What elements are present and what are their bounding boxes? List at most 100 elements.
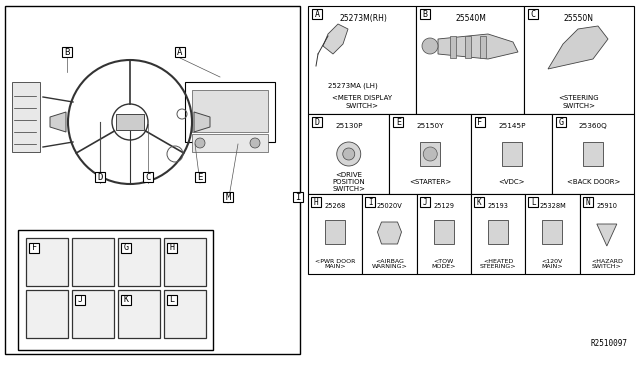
Bar — [394, 117, 403, 127]
Text: 25273MA (LH): 25273MA (LH) — [328, 83, 378, 89]
Text: G: G — [559, 118, 564, 126]
Bar — [118, 290, 160, 338]
Bar — [420, 142, 440, 166]
Bar — [543, 220, 563, 244]
Text: 25150Y: 25150Y — [417, 123, 444, 129]
Text: K: K — [124, 295, 129, 305]
Bar — [223, 192, 233, 202]
Circle shape — [422, 38, 438, 54]
Text: F: F — [31, 244, 36, 253]
Text: 25145P: 25145P — [498, 123, 525, 129]
Bar — [95, 172, 105, 182]
Bar — [465, 36, 471, 58]
Bar — [121, 295, 131, 305]
Bar — [308, 114, 390, 194]
Polygon shape — [12, 62, 295, 192]
Bar — [474, 197, 484, 207]
Bar — [416, 6, 524, 114]
Bar — [434, 220, 454, 244]
Bar — [195, 172, 205, 182]
Polygon shape — [116, 114, 144, 130]
Polygon shape — [194, 112, 210, 132]
Polygon shape — [438, 34, 518, 59]
Bar — [308, 194, 362, 274]
Text: C: C — [531, 10, 536, 19]
Text: I: I — [295, 192, 301, 202]
Text: 25550N: 25550N — [564, 13, 594, 22]
Bar — [529, 197, 538, 207]
Bar — [312, 117, 322, 127]
Bar — [175, 47, 185, 57]
Text: A: A — [314, 10, 319, 19]
Text: G: G — [124, 244, 129, 253]
Text: <STEERING
SWITCH>: <STEERING SWITCH> — [559, 95, 599, 109]
Bar — [308, 6, 416, 114]
Text: <BACK DOOR>: <BACK DOOR> — [566, 179, 620, 185]
Bar — [118, 238, 160, 286]
Text: H: H — [170, 244, 175, 253]
Bar — [192, 90, 268, 132]
Bar — [475, 117, 485, 127]
Bar — [164, 238, 206, 286]
Text: I: I — [368, 198, 372, 206]
Bar — [29, 243, 39, 253]
Text: E: E — [396, 118, 401, 126]
Text: 25273M(RH): 25273M(RH) — [339, 13, 387, 22]
Text: 25328M: 25328M — [539, 203, 566, 209]
Text: N: N — [586, 198, 590, 206]
Bar — [580, 194, 634, 274]
Bar — [525, 194, 580, 274]
Text: <STARTER>: <STARTER> — [409, 179, 451, 185]
Bar — [365, 197, 375, 207]
Text: F: F — [477, 118, 483, 126]
Bar — [420, 9, 430, 19]
Bar — [471, 194, 525, 274]
Text: A: A — [177, 48, 182, 57]
Text: 25910: 25910 — [596, 203, 618, 209]
Text: B: B — [64, 48, 70, 57]
Text: R2510097: R2510097 — [591, 339, 628, 348]
Text: <120V
MAIN>: <120V MAIN> — [541, 259, 563, 269]
Text: B: B — [422, 10, 428, 19]
Bar — [480, 36, 486, 58]
Text: J: J — [422, 198, 427, 206]
Circle shape — [250, 138, 260, 148]
Bar — [552, 114, 634, 194]
Text: D: D — [314, 118, 319, 126]
Text: <METER DISPLAY
SWITCH>: <METER DISPLAY SWITCH> — [332, 95, 392, 109]
Circle shape — [337, 142, 361, 166]
Text: H: H — [314, 198, 318, 206]
Polygon shape — [323, 24, 348, 54]
Bar — [121, 243, 131, 253]
Bar — [167, 243, 177, 253]
Text: D: D — [97, 173, 102, 182]
Text: <HEATED
STEERING>: <HEATED STEERING> — [480, 259, 516, 269]
Bar — [5, 6, 300, 354]
Bar — [362, 194, 417, 274]
Text: <VDC>: <VDC> — [499, 179, 525, 185]
Text: 25268: 25268 — [324, 203, 346, 209]
Bar — [420, 197, 429, 207]
Text: <AIRBAG
WARNING>: <AIRBAG WARNING> — [372, 259, 408, 269]
Text: 25129: 25129 — [433, 203, 454, 209]
Bar — [62, 47, 72, 57]
Text: C: C — [145, 173, 150, 182]
Circle shape — [423, 147, 437, 161]
Bar — [75, 295, 85, 305]
Bar — [143, 172, 153, 182]
Bar — [528, 9, 538, 19]
Text: M: M — [225, 192, 230, 202]
Bar — [185, 82, 275, 142]
Bar — [18, 230, 213, 350]
Text: <PWR DOOR
MAIN>: <PWR DOOR MAIN> — [315, 259, 355, 269]
Bar — [72, 290, 114, 338]
Bar — [582, 197, 593, 207]
Circle shape — [195, 138, 205, 148]
Bar — [471, 114, 552, 194]
Text: K: K — [477, 198, 481, 206]
Text: 25130P: 25130P — [335, 123, 362, 129]
Bar — [312, 9, 322, 19]
Bar — [72, 238, 114, 286]
Polygon shape — [548, 26, 608, 69]
Bar — [293, 192, 303, 202]
